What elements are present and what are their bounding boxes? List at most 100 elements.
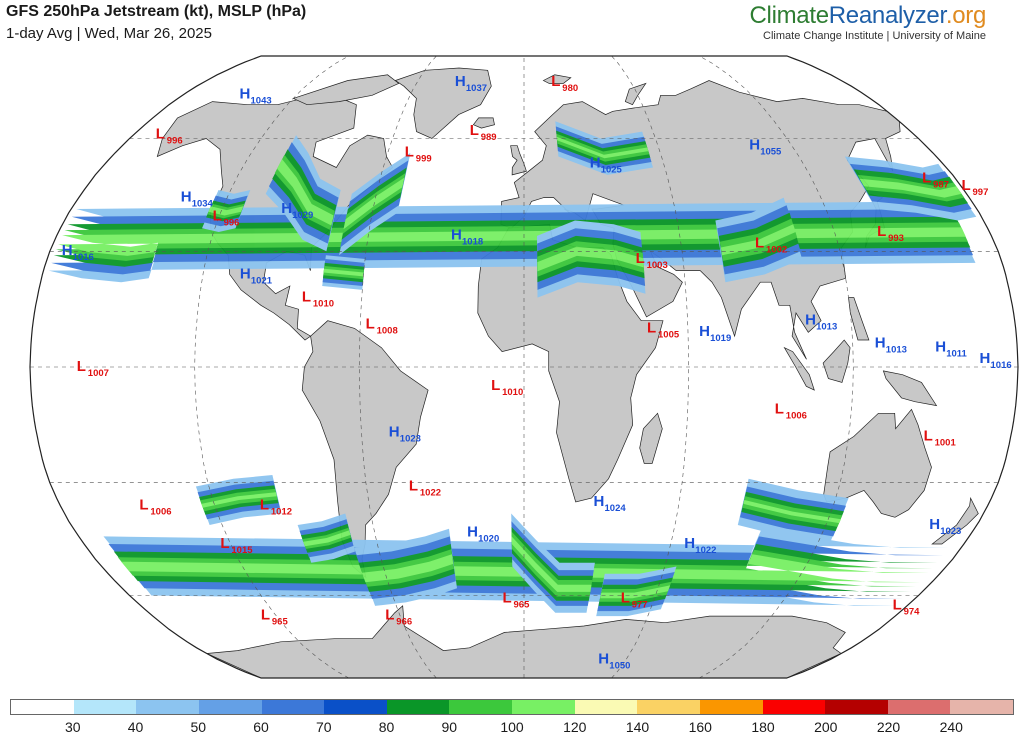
brand-logo: ClimateReanalyzer.org (750, 2, 987, 30)
pressure-value: 965 (514, 599, 531, 610)
pressure-value: 999 (416, 154, 432, 165)
low-pressure-label: L 1010 (491, 377, 523, 398)
pressure-letter: L (139, 497, 148, 514)
land-south-america (301, 320, 429, 579)
pressure-letter: H (389, 423, 400, 440)
pressure-value: 1034 (192, 198, 214, 209)
pressure-value: 1022 (695, 545, 716, 556)
pressure-letter: L (260, 497, 269, 514)
pressure-value: 1019 (710, 333, 731, 344)
brand-tagline: Climate Change Institute | University of… (763, 30, 986, 42)
pressure-letter: H (749, 136, 760, 153)
jet-band-7-level-4 (323, 268, 364, 277)
pressure-value: 965 (272, 616, 289, 627)
pressure-value: 1025 (601, 165, 623, 176)
land-antarctica (205, 605, 846, 678)
jet-band-8-level-4 (556, 136, 649, 159)
legend-swatch (699, 700, 763, 714)
low-pressure-label: L 1005 (647, 319, 680, 340)
pressure-value: 1006 (150, 507, 171, 518)
low-pressure-label: L 989 (470, 122, 497, 143)
jet-band-3-level-4 (277, 159, 334, 226)
low-pressure-label: L 1002 (755, 235, 787, 256)
pressure-letter: H (62, 242, 73, 259)
pressure-letter: L (302, 288, 311, 305)
pressure-letter: L (636, 250, 645, 267)
legend-swatch (825, 700, 888, 714)
jet-band-10-level-4 (303, 530, 351, 547)
high-pressure-label: H 1037 (455, 73, 487, 94)
low-pressure-label: L 974 (893, 596, 921, 617)
pressure-letter: L (409, 477, 418, 494)
land-iceland (472, 117, 495, 129)
low-pressure-label: L 997 (962, 177, 989, 198)
legend-tick-label: 160 (688, 719, 712, 735)
legend-swatch (386, 700, 450, 714)
pressure-value: 1043 (251, 95, 272, 106)
brand-part3: .org (945, 2, 986, 29)
jet-band-15-level-4 (201, 492, 277, 508)
color-legend-bar (10, 699, 1014, 715)
land-arctic-islands (292, 74, 400, 106)
pressure-letter: H (451, 227, 462, 244)
pressure-letter: H (281, 200, 292, 217)
pressure-letter: L (924, 427, 933, 444)
pressure-letter: L (775, 400, 784, 417)
jet-band-14-level-4 (743, 500, 841, 524)
jet-band-5-level-3 (537, 241, 645, 277)
legend-tick-label: 240 (939, 719, 963, 735)
high-pressure-label: H 1016 (62, 242, 94, 263)
pressure-value: 1007 (88, 368, 109, 379)
jet-band-5-level-4 (537, 246, 644, 272)
low-pressure-label: L 1007 (77, 358, 109, 379)
legend-swatch (762, 700, 826, 714)
pressure-value: 996 (167, 136, 183, 147)
jetstream-layer (48, 121, 977, 617)
legend-tick-label: 100 (500, 719, 524, 735)
pressure-value: 1001 (935, 437, 957, 448)
low-pressure-label: L 965 (503, 589, 531, 610)
legend-swatch (574, 700, 638, 714)
pressure-letter: L (385, 606, 394, 623)
low-pressure-label: L 977 (621, 589, 648, 610)
land-borneo (822, 339, 851, 383)
pressure-letter: H (935, 339, 946, 356)
pressure-value: 1002 (766, 245, 787, 256)
pressure-letter: H (980, 350, 991, 367)
pressure-value: 1055 (760, 146, 782, 157)
legend-swatch (950, 700, 1013, 714)
low-pressure-label: L 996 (156, 126, 183, 147)
pressure-value: 974 (904, 606, 921, 617)
pressure-value: 1037 (466, 83, 487, 94)
brand-part2: Reanalyzer (828, 2, 946, 29)
pressure-value: 1023 (940, 526, 961, 537)
high-pressure-label: H 1016 (980, 350, 1012, 371)
pressure-value: 1015 (231, 545, 253, 556)
high-pressure-label: H 1020 (467, 523, 499, 544)
pressure-value: 1006 (786, 410, 807, 421)
legend-swatch (887, 700, 951, 714)
graticule (30, 56, 1018, 678)
pressure-value: 1010 (313, 298, 334, 309)
high-pressure-label: H 1023 (929, 516, 961, 537)
pressure-value: 1023 (400, 433, 421, 444)
low-pressure-label: L 1010 (302, 288, 334, 309)
pressure-value: 980 (562, 83, 578, 94)
low-pressure-label: L 999 (405, 144, 432, 165)
pressure-value: 1013 (886, 345, 907, 356)
pressure-letter: H (805, 312, 816, 329)
map-outline (29, 55, 1019, 679)
pressure-letter: L (261, 606, 270, 623)
low-pressure-label: L 1012 (260, 497, 292, 518)
pressure-value: 966 (396, 616, 412, 627)
pressure-value: 993 (888, 233, 904, 244)
low-pressure-label: L 965 (261, 606, 289, 627)
jet-band-12-level-4 (511, 536, 592, 592)
high-pressure-label: H 1034 (181, 188, 214, 209)
color-legend-labels: 30 40 50 60 70 80 90 100 120 140 160 180 200 220 240 (10, 719, 1014, 739)
figure-subtitle: 1-day Avg | Wed, Mar 26, 2025 (6, 25, 212, 42)
low-pressure-label: L 1001 (924, 427, 957, 448)
pressure-letter: H (594, 493, 605, 510)
